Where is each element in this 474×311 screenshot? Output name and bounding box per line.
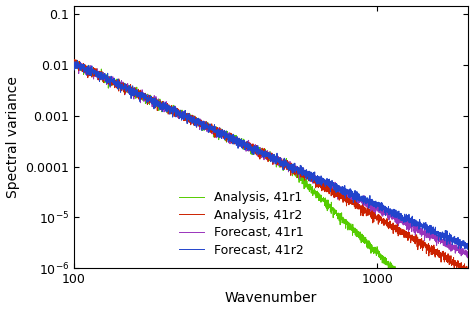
- Forecast, 41r2: [116, 81, 122, 85]
- Forecast, 41r1: [416, 226, 421, 230]
- Forecast, 41r2: [239, 139, 245, 142]
- Analysis, 41r1: [222, 139, 228, 142]
- Forecast, 41r1: [465, 249, 471, 253]
- Analysis, 41r2: [465, 271, 471, 274]
- Analysis, 41r2: [458, 265, 464, 268]
- Analysis, 41r1: [416, 290, 421, 294]
- Analysis, 41r2: [116, 84, 122, 87]
- Forecast, 41r2: [465, 246, 471, 249]
- Forecast, 41r2: [458, 247, 464, 250]
- Forecast, 41r2: [139, 93, 145, 97]
- Line: Forecast, 41r2: Forecast, 41r2: [74, 60, 468, 249]
- Line: Forecast, 41r1: Forecast, 41r1: [74, 60, 468, 258]
- Analysis, 41r2: [71, 61, 77, 64]
- Analysis, 41r2: [72, 58, 78, 61]
- Forecast, 41r1: [116, 79, 122, 83]
- Forecast, 41r1: [72, 58, 77, 62]
- Line: Analysis, 41r2: Analysis, 41r2: [74, 59, 468, 275]
- Forecast, 41r1: [465, 256, 470, 260]
- Forecast, 41r2: [75, 58, 81, 62]
- Analysis, 41r2: [222, 137, 228, 141]
- Analysis, 41r1: [116, 84, 122, 88]
- Analysis, 41r1: [139, 93, 145, 96]
- Forecast, 41r2: [416, 220, 421, 224]
- Forecast, 41r1: [71, 63, 77, 67]
- Analysis, 41r1: [71, 60, 77, 64]
- Line: Analysis, 41r1: Analysis, 41r1: [74, 60, 468, 311]
- X-axis label: Wavenumber: Wavenumber: [225, 291, 317, 305]
- Forecast, 41r1: [458, 252, 464, 255]
- Forecast, 41r2: [465, 248, 471, 251]
- Analysis, 41r1: [72, 58, 77, 62]
- Analysis, 41r1: [239, 142, 245, 146]
- Forecast, 41r1: [139, 92, 145, 96]
- Legend: Analysis, 41r1, Analysis, 41r2, Forecast, 41r1, Forecast, 41r2: Analysis, 41r1, Analysis, 41r2, Forecast…: [179, 191, 303, 257]
- Forecast, 41r1: [239, 142, 245, 146]
- Analysis, 41r2: [465, 273, 470, 277]
- Analysis, 41r2: [416, 240, 421, 244]
- Analysis, 41r2: [239, 140, 245, 144]
- Analysis, 41r2: [139, 95, 145, 99]
- Y-axis label: Spectral variance: Spectral variance: [6, 76, 19, 198]
- Forecast, 41r2: [71, 61, 77, 65]
- Forecast, 41r2: [222, 132, 228, 135]
- Forecast, 41r1: [222, 131, 228, 134]
